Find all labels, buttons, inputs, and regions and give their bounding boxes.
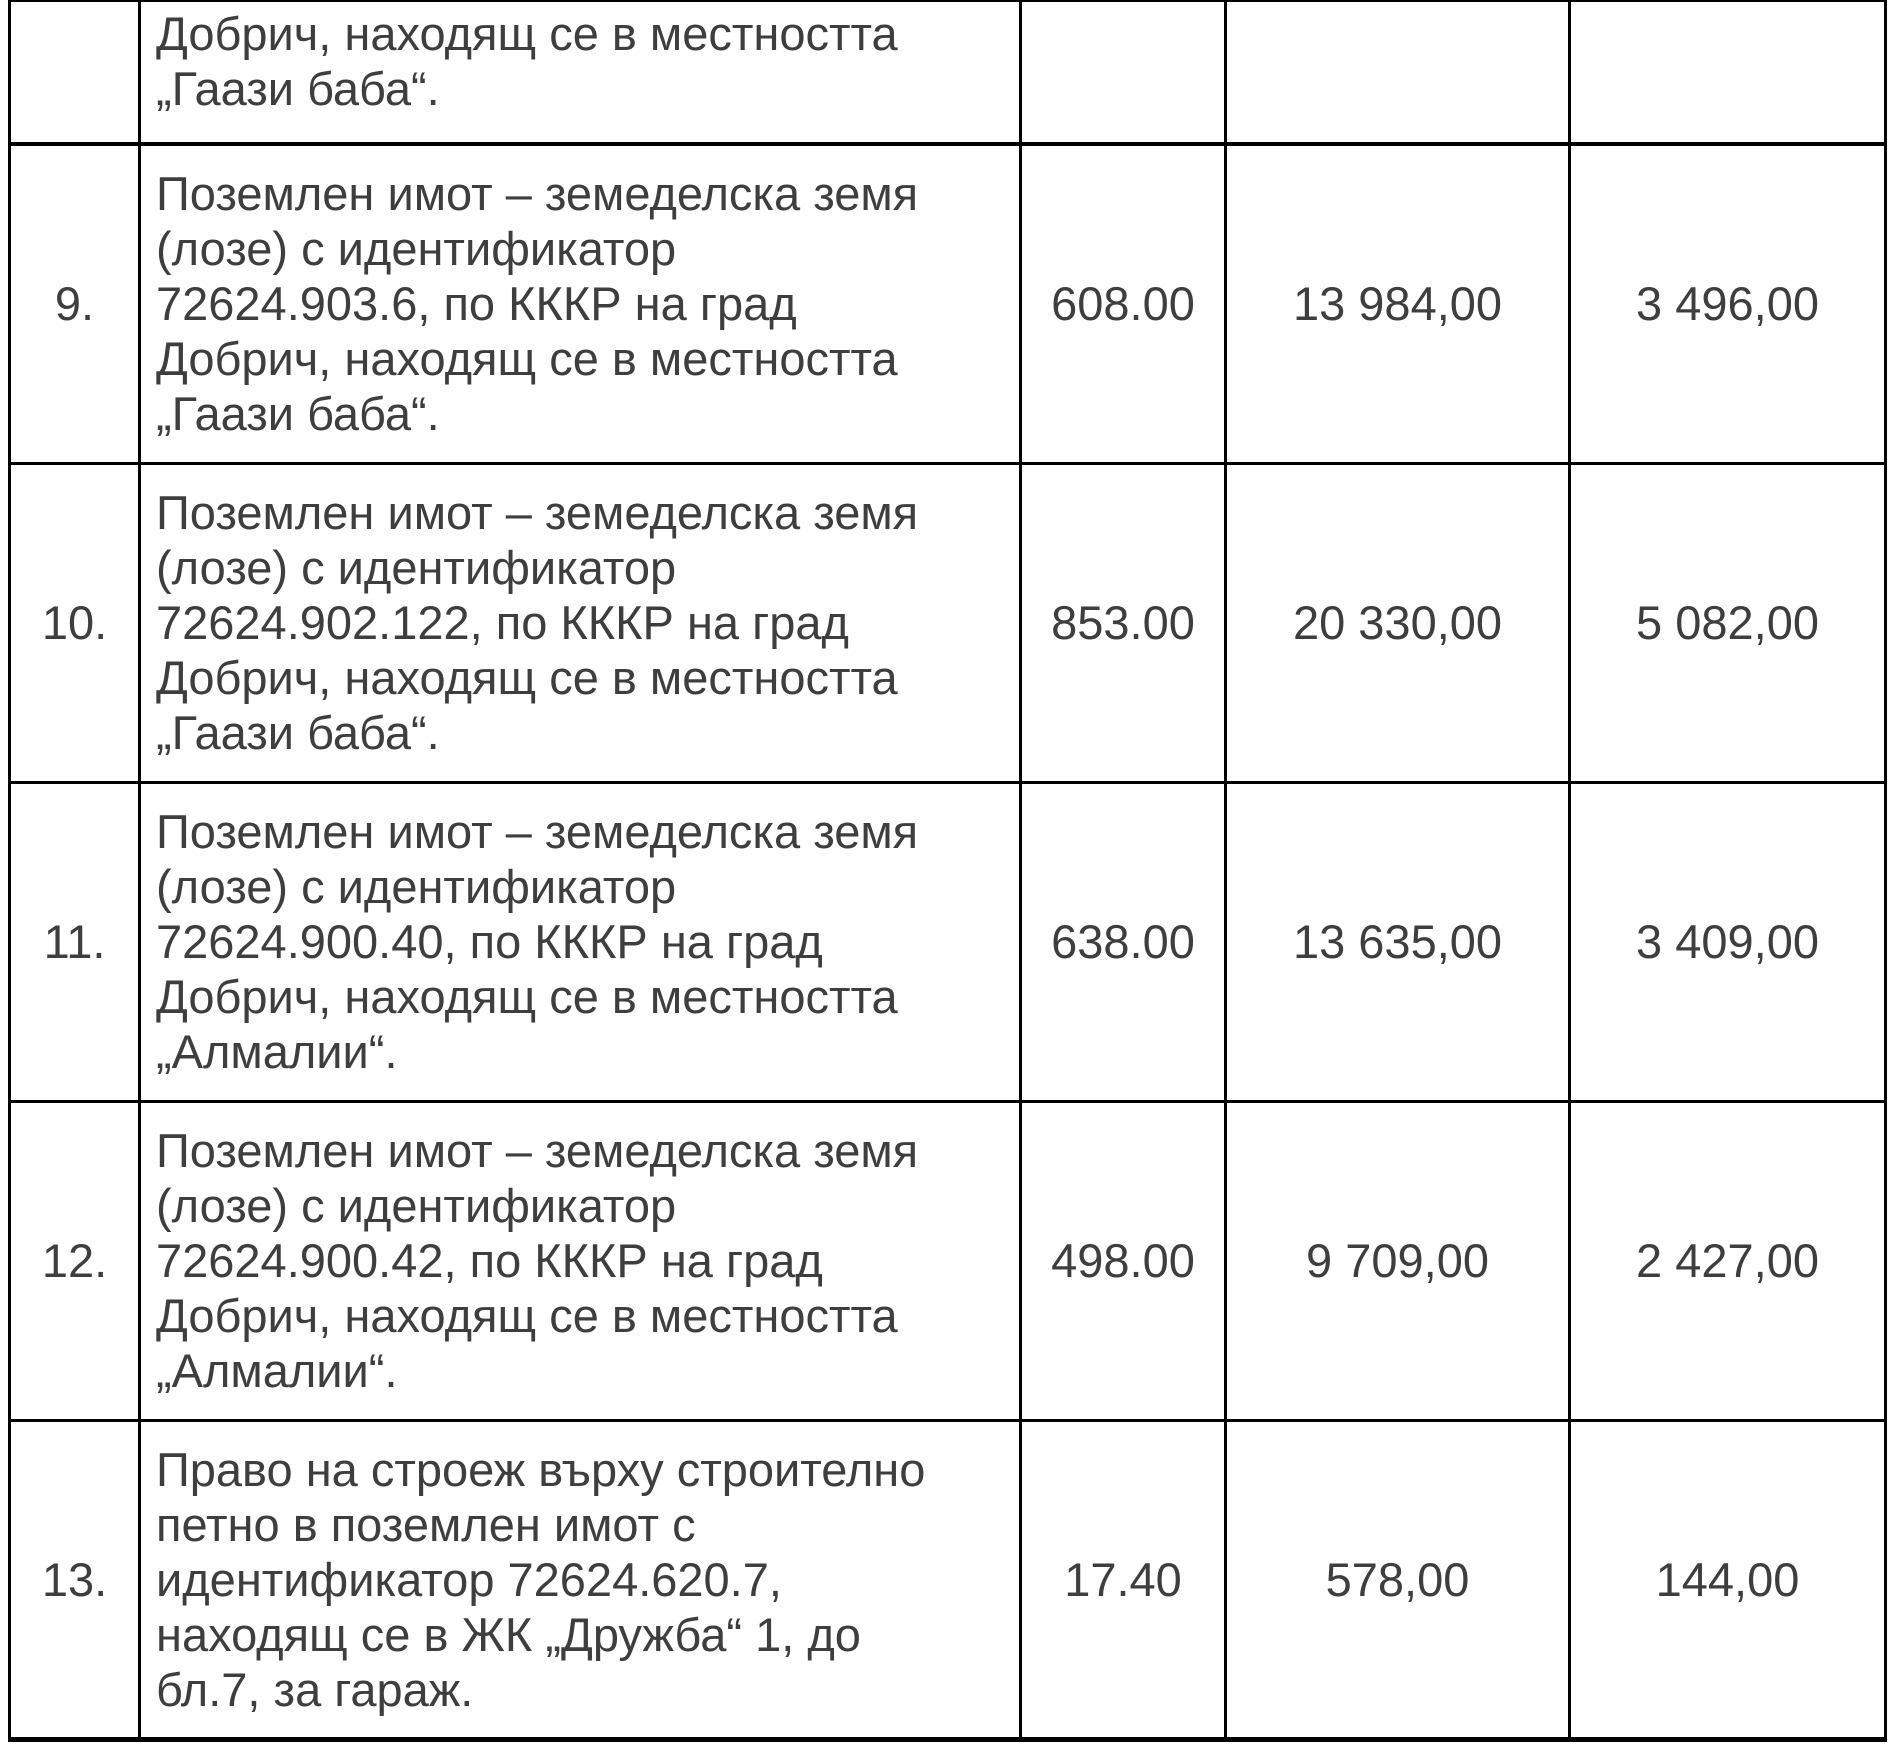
description-cell: Добрич, находящ се в местността „Гаази б… — [138, 0, 1022, 146]
value1-cell: 13 984,00 — [1224, 142, 1571, 465]
value1-cell: 20 330,00 — [1224, 461, 1571, 784]
table-row-13: 13. Право на строеж върху строително пет… — [8, 1418, 1887, 1742]
table-row-12: 12. Поземлен имот – земеделска земя (лоз… — [8, 1099, 1887, 1422]
description-cell: Поземлен имот – земеделска земя (лозе) с… — [138, 780, 1022, 1103]
value2-cell: 144,00 — [1568, 1418, 1887, 1742]
row-number-cell — [8, 0, 141, 146]
area-cell: 853.00 — [1019, 461, 1227, 784]
area-cell: 17.40 — [1019, 1418, 1227, 1742]
description-cell: Поземлен имот – земеделска земя (лозе) с… — [138, 461, 1022, 784]
row-number-cell: 10. — [8, 461, 141, 784]
area-cell: 608.00 — [1019, 142, 1227, 465]
value1-cell: 13 635,00 — [1224, 780, 1571, 1103]
value2-cell: 2 427,00 — [1568, 1099, 1887, 1422]
table-row-continued: Добрич, находящ се в местността „Гаази б… — [8, 0, 1887, 146]
area-cell: 498.00 — [1019, 1099, 1227, 1422]
row-number-cell: 12. — [8, 1099, 141, 1422]
row-number-cell: 13. — [8, 1418, 141, 1742]
value2-cell: 3 409,00 — [1568, 780, 1887, 1103]
property-table: Добрич, находящ се в местността „Гаази б… — [8, 0, 1887, 1742]
value2-cell: 3 496,00 — [1568, 142, 1887, 465]
value1-cell: 578,00 — [1224, 1418, 1571, 1742]
value1-cell: 9 709,00 — [1224, 1099, 1571, 1422]
value2-cell: 5 082,00 — [1568, 461, 1887, 784]
table-row-10: 10. Поземлен имот – земеделска земя (лоз… — [8, 461, 1887, 784]
table-row-9: 9. Поземлен имот – земеделска земя (лозе… — [8, 142, 1887, 465]
table-row-11: 11. Поземлен имот – земеделска земя (лоз… — [8, 780, 1887, 1103]
area-cell — [1019, 0, 1227, 146]
description-cell: Право на строеж върху строително петно в… — [138, 1418, 1022, 1742]
description-cell: Поземлен имот – земеделска земя (лозе) с… — [138, 1099, 1022, 1422]
value2-cell — [1568, 0, 1887, 146]
area-cell: 638.00 — [1019, 780, 1227, 1103]
value1-cell — [1224, 0, 1571, 146]
description-cell: Поземлен имот – земеделска земя (лозе) с… — [138, 142, 1022, 465]
row-number-cell: 11. — [8, 780, 141, 1103]
row-number-cell: 9. — [8, 142, 141, 465]
